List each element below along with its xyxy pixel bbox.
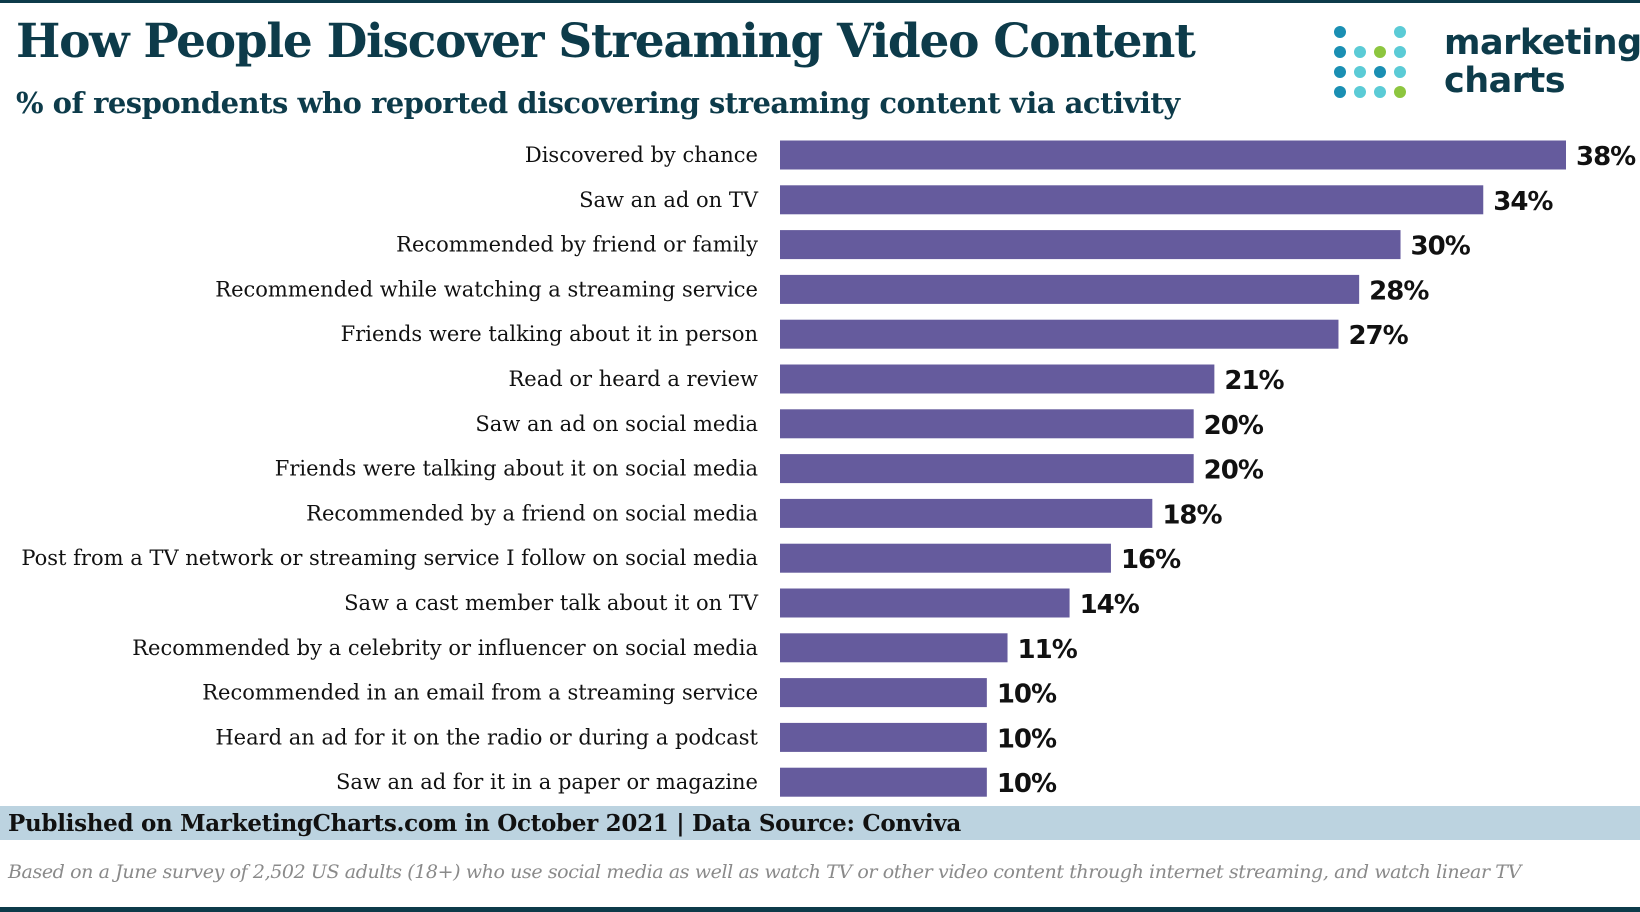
- logo-line-2: charts: [1444, 61, 1566, 101]
- bar: [780, 722, 987, 752]
- data-label: 10%: [997, 724, 1057, 754]
- methodology-note: Based on a June survey of 2,502 US adult…: [8, 861, 1521, 883]
- chart-subtitle: % of respondents who reported discoverin…: [16, 86, 1180, 120]
- data-label: 20%: [1204, 411, 1264, 441]
- bar-chart: Discovered by chance 38% Saw an ad on TV 34…: [21, 140, 1637, 799]
- logo-dot: [1374, 66, 1386, 78]
- bar: [780, 140, 1566, 170]
- logo-dot: [1334, 26, 1346, 38]
- bar: [780, 230, 1401, 260]
- category-label: Friends were talking about it in person: [341, 322, 758, 346]
- data-label: 30%: [1411, 232, 1471, 262]
- logo-dot: [1334, 86, 1346, 98]
- category-label: Recommended while watching a streaming s…: [215, 277, 758, 301]
- category-label: Read or heard a review: [508, 367, 758, 391]
- data-label: 28%: [1369, 276, 1429, 306]
- category-label: Saw an ad on TV: [579, 188, 759, 212]
- bar: [780, 588, 1070, 618]
- category-label: Recommended in an email from a streaming…: [202, 681, 758, 705]
- bar: [780, 678, 987, 708]
- category-label: Discovered by chance: [525, 143, 758, 167]
- logo-dot: [1374, 86, 1386, 98]
- chart-title: How People Discover Streaming Video Cont…: [16, 14, 1196, 69]
- logo-dot: [1354, 46, 1366, 58]
- top-rule: [0, 0, 1640, 3]
- category-label: Saw an ad on social media: [475, 412, 758, 436]
- bar: [780, 319, 1339, 349]
- bar: [780, 498, 1153, 528]
- data-label: 10%: [997, 680, 1057, 710]
- logo-dot: [1334, 66, 1346, 78]
- category-label: Saw a cast member talk about it on TV: [344, 591, 759, 615]
- category-label: Post from a TV network or streaming serv…: [21, 546, 758, 570]
- data-label: 10%: [997, 769, 1057, 799]
- bottom-rule: [0, 907, 1640, 912]
- data-label: 38%: [1576, 142, 1636, 172]
- data-label: 21%: [1224, 366, 1284, 396]
- logo-dot: [1394, 26, 1406, 38]
- logo-dot: [1354, 86, 1366, 98]
- bar: [780, 767, 987, 797]
- bar: [780, 409, 1194, 439]
- logo-dot: [1394, 66, 1406, 78]
- data-label: 16%: [1121, 545, 1181, 575]
- logo-dot: [1374, 46, 1386, 58]
- logo-dot: [1394, 86, 1406, 98]
- data-label: 14%: [1080, 590, 1140, 620]
- bar: [780, 543, 1111, 573]
- bar: [780, 454, 1194, 484]
- category-label: Recommended by a celebrity or influencer…: [132, 636, 758, 660]
- category-label: Saw an ad for it in a paper or magazine: [336, 770, 758, 794]
- logo-dot: [1354, 66, 1366, 78]
- category-label: Recommended by a friend on social media: [306, 501, 758, 525]
- bar: [780, 633, 1008, 663]
- data-label: 27%: [1348, 321, 1408, 351]
- category-label: Heard an ad for it on the radio or durin…: [215, 725, 758, 749]
- data-label: 34%: [1493, 187, 1553, 217]
- bar: [780, 185, 1484, 215]
- source-band: Published on MarketingCharts.com in Octo…: [0, 806, 1640, 840]
- logo-wordmark: marketing charts: [1444, 24, 1640, 100]
- data-label: 11%: [1018, 635, 1078, 665]
- logo-dot: [1334, 46, 1346, 58]
- marketingcharts-logo: marketing charts: [1334, 24, 1640, 106]
- source-line: Published on MarketingCharts.com in Octo…: [8, 809, 962, 837]
- category-label: Recommended by friend or family: [396, 233, 758, 257]
- data-label: 18%: [1162, 500, 1222, 530]
- bar: [780, 274, 1360, 304]
- data-label: 20%: [1204, 456, 1264, 486]
- bar: [780, 364, 1215, 394]
- category-label: Friends were talking about it on social …: [275, 457, 758, 481]
- logo-line-1: marketing: [1444, 23, 1640, 63]
- logo-dot: [1394, 46, 1406, 58]
